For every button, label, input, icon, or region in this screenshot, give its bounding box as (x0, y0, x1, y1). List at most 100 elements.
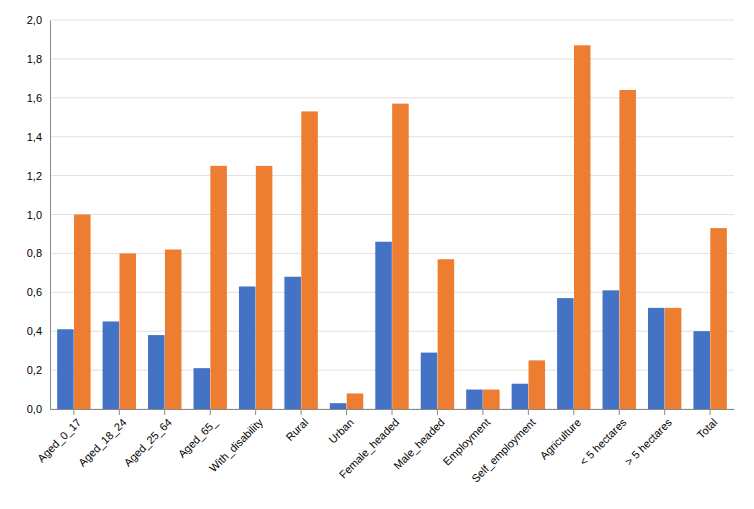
bar (375, 242, 392, 409)
bar (256, 166, 273, 409)
bar (438, 259, 455, 409)
x-tick-mark (210, 409, 211, 415)
bar (603, 290, 620, 409)
bar (210, 166, 227, 409)
x-tick-label: Agriculture (537, 416, 583, 462)
x-tick: Male_headed (391, 409, 447, 472)
x-tick-mark (573, 409, 574, 415)
bar (119, 253, 136, 409)
y-tick: 0,8 (27, 247, 50, 259)
y-tick: 1,2 (27, 170, 50, 182)
y-tick-label: 1,4 (27, 131, 42, 143)
y-tick: 1,8 (27, 53, 50, 65)
x-tick: Aged_25_64 (121, 409, 174, 469)
bar (574, 45, 591, 409)
bar (421, 353, 438, 409)
x-tick: < 5 hectares (577, 409, 629, 468)
x-tick-mark (619, 409, 620, 415)
y-tick: 0,6 (27, 286, 50, 298)
x-tick: > 5 hectares (623, 409, 675, 468)
y-tick-label: 0,0 (27, 403, 42, 415)
y-tick: 1,0 (27, 209, 50, 221)
x-tick: Urban (326, 409, 356, 446)
x-tick-mark (528, 409, 529, 415)
chart-svg: 0,0 0,2 0,4 0,6 0,8 1,0 1,2 1,4 1,6 1,8 2,0 Aged_0_… (0, 0, 754, 509)
bar (103, 321, 120, 409)
x-tick-label: Rural (283, 416, 310, 443)
x-tick: Total (695, 409, 720, 441)
x-axis: Aged_0_17Aged_18_24Aged_25_64Aged_65_Wit… (35, 409, 735, 485)
x-tick-mark (164, 409, 165, 415)
x-tick-label: < 5 hectares (577, 416, 629, 468)
bar (392, 104, 409, 409)
bar (710, 228, 727, 409)
x-tick-mark (392, 409, 393, 415)
y-axis-line (50, 21, 51, 410)
bar (529, 360, 546, 409)
x-tick-mark (119, 409, 120, 415)
x-tick-label: With_disability (207, 416, 266, 475)
bar (330, 403, 347, 409)
x-tick-label: Urban (326, 416, 356, 446)
bar (239, 286, 256, 409)
x-tick-label: Total (695, 416, 720, 441)
bar (693, 331, 710, 409)
y-tick-label: 0,8 (27, 247, 42, 259)
bar (148, 335, 165, 409)
bar (74, 215, 91, 410)
x-tick-mark (346, 409, 347, 415)
grid-line (50, 58, 734, 59)
y-tick: 0,4 (27, 325, 50, 337)
bar (512, 384, 529, 409)
bars (57, 45, 727, 409)
y-tick-label: 1,2 (27, 170, 42, 182)
chart-container: 0,0 0,2 0,4 0,6 0,8 1,0 1,2 1,4 1,6 1,8 2,0 Aged_0_… (0, 0, 754, 509)
x-tick-label: Aged_65_ (176, 415, 221, 460)
y-tick-label: 0,6 (27, 286, 42, 298)
x-tick: Aged_0_17 (35, 409, 83, 464)
y-tick: 1,4 (27, 131, 50, 143)
y-tick: 2,0 (27, 14, 50, 26)
grid-line (50, 20, 734, 21)
bar (648, 308, 665, 409)
bar (57, 329, 74, 409)
y-tick-label: 1,0 (27, 209, 42, 221)
bar (619, 90, 636, 409)
bar-series (57, 242, 710, 409)
bar (483, 390, 500, 409)
plot-area: 0,0 0,2 0,4 0,6 0,8 1,0 1,2 1,4 1,6 1,8 2,0 Aged_0_… (27, 14, 735, 485)
y-tick-label: 1,6 (27, 92, 42, 104)
y-tick-label: 1,8 (27, 53, 42, 65)
bar (301, 111, 318, 409)
x-tick-label: Self_employment (469, 416, 538, 485)
x-tick: Employment (441, 409, 493, 468)
y-tick: 1,6 (27, 92, 50, 104)
bar (284, 277, 301, 409)
grid (50, 20, 734, 409)
bar (194, 368, 211, 409)
x-tick-mark (255, 409, 256, 415)
x-tick-mark (73, 409, 74, 415)
x-tick: Aged_65_ (176, 409, 221, 460)
x-tick: Rural (283, 409, 310, 443)
x-tick-mark (437, 409, 438, 415)
bar (665, 308, 682, 409)
x-tick: Agriculture (537, 409, 583, 462)
x-tick-mark (710, 409, 711, 415)
x-tick-label: Aged_25_64 (121, 416, 174, 469)
y-tick-label: 0,4 (27, 325, 42, 337)
y-tick-label: 2,0 (27, 14, 42, 26)
y-tick: 0,2 (27, 364, 50, 376)
y-tick: 0,0 (27, 403, 50, 415)
x-tick-label: Female_headed (337, 416, 402, 481)
x-tick-mark (664, 409, 665, 415)
bar (557, 298, 574, 409)
y-tick-label: 0,2 (27, 364, 42, 376)
bar (466, 390, 483, 409)
bar-series (74, 45, 727, 409)
y-axis: 0,0 0,2 0,4 0,6 0,8 1,0 1,2 1,4 1,6 1,8 2,0 (27, 14, 51, 415)
x-tick-mark (482, 409, 483, 415)
x-tick: Self_employment (469, 409, 538, 485)
x-tick: Female_headed (337, 409, 402, 481)
x-tick-label: Male_headed (391, 416, 447, 472)
